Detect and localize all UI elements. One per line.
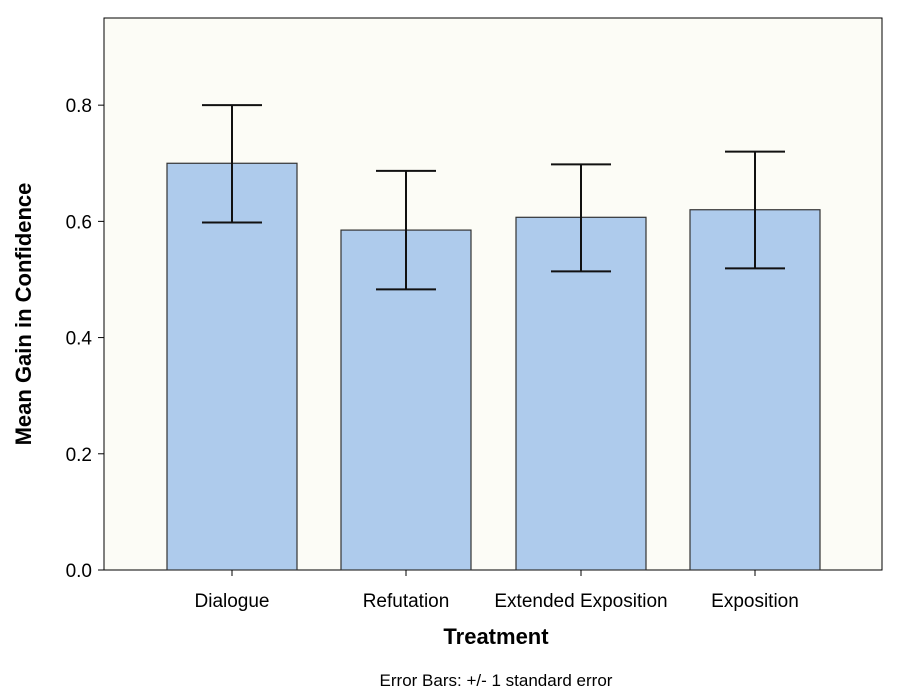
y-tick-label: 0.4 — [66, 329, 93, 350]
y-axis: 0.0 0.2 0.4 0.6 0.8 — [66, 96, 104, 582]
y-tick-label: 0.8 — [66, 96, 92, 117]
x-tick-label: Refutation — [363, 591, 450, 612]
error-bars-layer — [202, 104, 785, 291]
y-tick-label: 0.6 — [66, 212, 92, 233]
y-tick-label: 0.0 — [66, 561, 92, 582]
error-bar — [551, 163, 611, 273]
bar — [689, 209, 821, 571]
error-bar-footnote: Error Bars: +/- 1 standard error — [380, 671, 613, 690]
error-bar — [202, 104, 262, 224]
y-tick-label: 0.2 — [66, 445, 92, 466]
x-axis: Dialogue Refutation Extended Exposition Exp… — [195, 570, 799, 612]
y-axis-title: Mean Gain in Confidence — [11, 183, 36, 446]
bar — [515, 216, 647, 571]
x-tick-label: Extended Exposition — [494, 591, 667, 612]
x-axis-title: Treatment — [443, 624, 549, 649]
bars-layer — [166, 162, 821, 571]
error-bar — [376, 169, 436, 291]
error-bar — [725, 150, 785, 270]
x-tick-label: Exposition — [711, 591, 799, 612]
bar — [166, 162, 298, 571]
x-tick-label: Dialogue — [195, 591, 270, 612]
